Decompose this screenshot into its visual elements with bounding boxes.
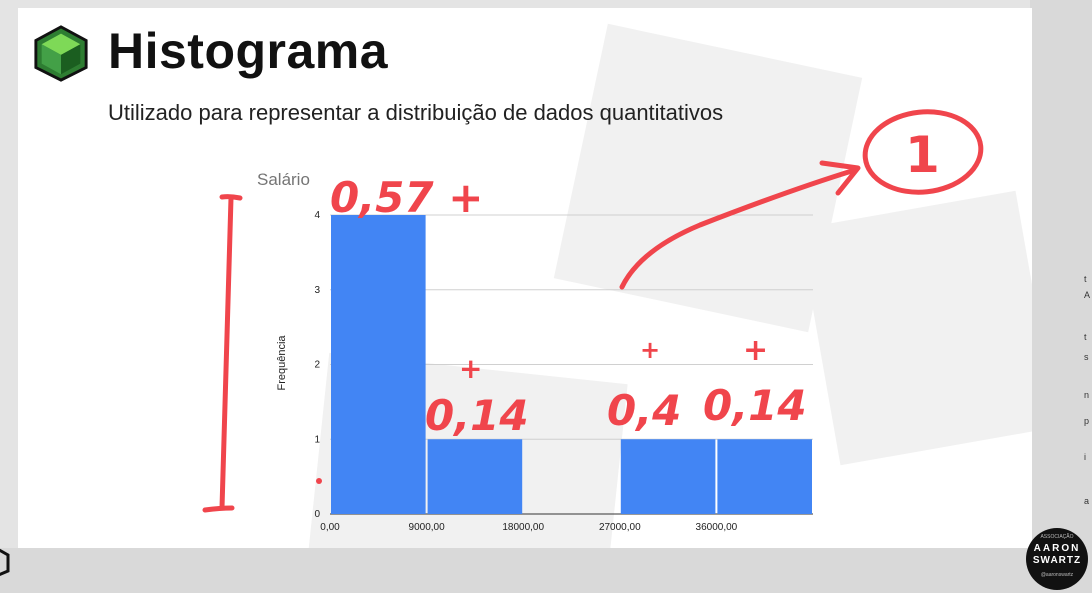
badge-top-text: ASSOCIAÇÃO xyxy=(1040,534,1074,540)
side-panel-letter: i xyxy=(1084,452,1086,462)
background-shape xyxy=(0,548,1092,593)
x-tick-label: 0,00 xyxy=(320,522,340,533)
side-panel-letter: t xyxy=(1084,274,1087,284)
y-axis-label: Frequência xyxy=(276,335,288,391)
x-tick-label: 18000,00 xyxy=(502,522,544,533)
presentation-slide: Histograma Utilizado para representar a … xyxy=(18,8,1032,548)
badge-line2: SWARTZ xyxy=(1032,555,1082,566)
chart-title: Salário xyxy=(257,170,310,189)
side-panel-letter: s xyxy=(1084,352,1089,362)
side-panel-letter: A xyxy=(1084,290,1091,300)
histogram-bar xyxy=(427,439,523,514)
cropped-side-panel: t A t s n p i a xyxy=(1084,260,1092,590)
y-tick-label: 3 xyxy=(314,285,320,296)
histogram-bar xyxy=(331,215,426,514)
x-tick-label: 9000,00 xyxy=(409,522,446,533)
background-cube-shape xyxy=(798,190,1032,466)
y-tick-label: 0 xyxy=(314,509,320,520)
x-tick-label: 27000,00 xyxy=(599,522,641,533)
side-panel-letter: n xyxy=(1084,390,1090,400)
y-tick-label: 1 xyxy=(314,434,320,445)
cube-logo-icon xyxy=(34,25,88,82)
watermark-badge: ASSOCIAÇÃO AARON SWARTZ @aaronswartz xyxy=(1026,528,1088,590)
cube-outline-icon xyxy=(0,548,10,577)
slide-subtitle: Utilizado para representar a distribuiçã… xyxy=(108,100,724,125)
histogram-bar xyxy=(717,439,812,514)
side-panel-letter: a xyxy=(1084,496,1090,506)
histogram-chart: Salário Frequência 0 1 2 3 4 0,00 9000,00 18000… xyxy=(257,170,813,533)
histogram-bar xyxy=(620,439,716,514)
side-panel-letter: t xyxy=(1084,332,1087,342)
y-tick-label: 2 xyxy=(314,360,320,371)
y-tick-label: 4 xyxy=(314,210,320,221)
slide-title: Histograma xyxy=(108,23,389,79)
badge-bottom-text: @aaronswartz xyxy=(1040,572,1074,578)
background-shape xyxy=(1030,0,1092,593)
side-panel-letter: p xyxy=(1084,416,1090,426)
badge-line1: AARON xyxy=(1033,543,1081,554)
x-tick-label: 36000,00 xyxy=(696,522,738,533)
